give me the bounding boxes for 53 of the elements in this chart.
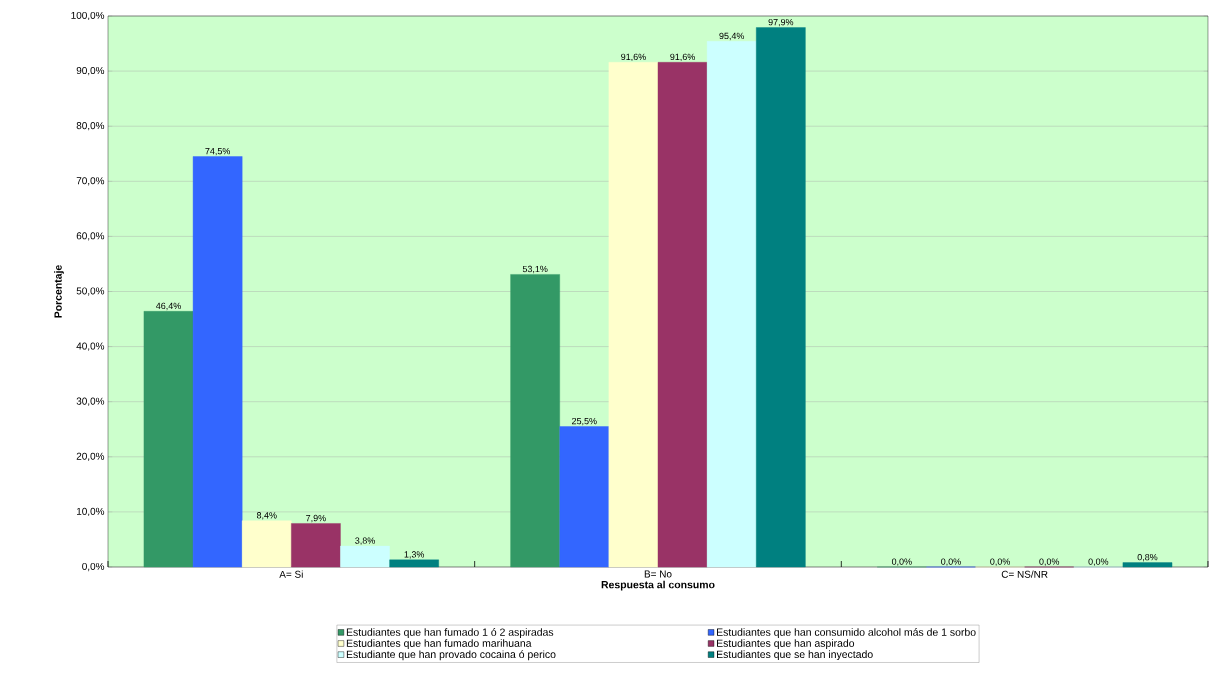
x-tick-label: A= Si [279, 570, 303, 578]
data-label: 91,6% [621, 53, 646, 62]
y-tick-label: 50,0% [76, 287, 105, 296]
y-tick-label: 0,0% [82, 562, 105, 572]
bar [192, 156, 243, 568]
bar [510, 274, 560, 568]
y-axis-title: Porcentaje [54, 265, 64, 318]
legend-label: Estudiantes que han consumido alcohol más de 1 sorbo [717, 628, 976, 638]
data-label: 0,0% [990, 558, 1010, 566]
data-label: 46,4% [155, 302, 181, 311]
bar [143, 311, 194, 568]
x-axis-title: Respuesta al consumo [601, 580, 715, 591]
y-tick-label: 30,0% [76, 397, 105, 406]
data-label: 0,0% [941, 558, 961, 566]
data-label: 95,4% [719, 32, 745, 41]
y-tick-label: 100,0% [71, 11, 105, 21]
y-tick-label: 40,0% [76, 342, 105, 351]
legend-label: Estudiantes que han fumado marihuana [346, 639, 532, 649]
legend-label: Estudiante que han provado cocaina ó perico [346, 650, 556, 661]
legend-label: Estudiantes que se han inyectado [717, 650, 873, 661]
data-label: 0,0% [891, 558, 912, 566]
y-tick-label: 90,0% [76, 66, 105, 76]
legend-label: Estudiantes que han aspirado [717, 639, 855, 649]
bar [1122, 562, 1173, 568]
y-tick-label: 70,0% [76, 177, 105, 186]
y-tick-label: 60,0% [76, 232, 105, 241]
data-label: 97,9% [768, 18, 794, 27]
y-tick-label: 80,0% [76, 122, 105, 131]
data-label: 74,5% [205, 147, 231, 156]
data-label: 1,3% [404, 551, 425, 559]
bar [657, 62, 708, 568]
data-label: 3,8% [355, 537, 375, 545]
data-label: 0,0% [1039, 558, 1060, 566]
bar [291, 523, 341, 568]
bar [608, 62, 659, 568]
bar [340, 545, 390, 568]
data-label: 7,9% [306, 514, 326, 523]
legend-label: Estudiantes que han fumado 1 ó 2 aspiradas [346, 628, 554, 638]
data-label: 91,6% [670, 53, 695, 62]
y-tick-label: 20,0% [76, 452, 105, 461]
bar [389, 559, 439, 568]
data-label: 0,0% [1088, 558, 1109, 566]
x-tick-label: C= NS/NR [1001, 570, 1048, 578]
data-label: 25,5% [572, 417, 597, 426]
bar [559, 426, 610, 568]
y-tick-label: 10,0% [77, 507, 105, 517]
data-label: 53,1% [522, 265, 548, 274]
bar [706, 41, 757, 568]
bar [756, 27, 806, 568]
data-label: 0,8% [1137, 553, 1158, 562]
x-tick-label: B= No [644, 570, 672, 578]
data-label: 8,4% [256, 512, 277, 520]
bar [242, 520, 292, 568]
